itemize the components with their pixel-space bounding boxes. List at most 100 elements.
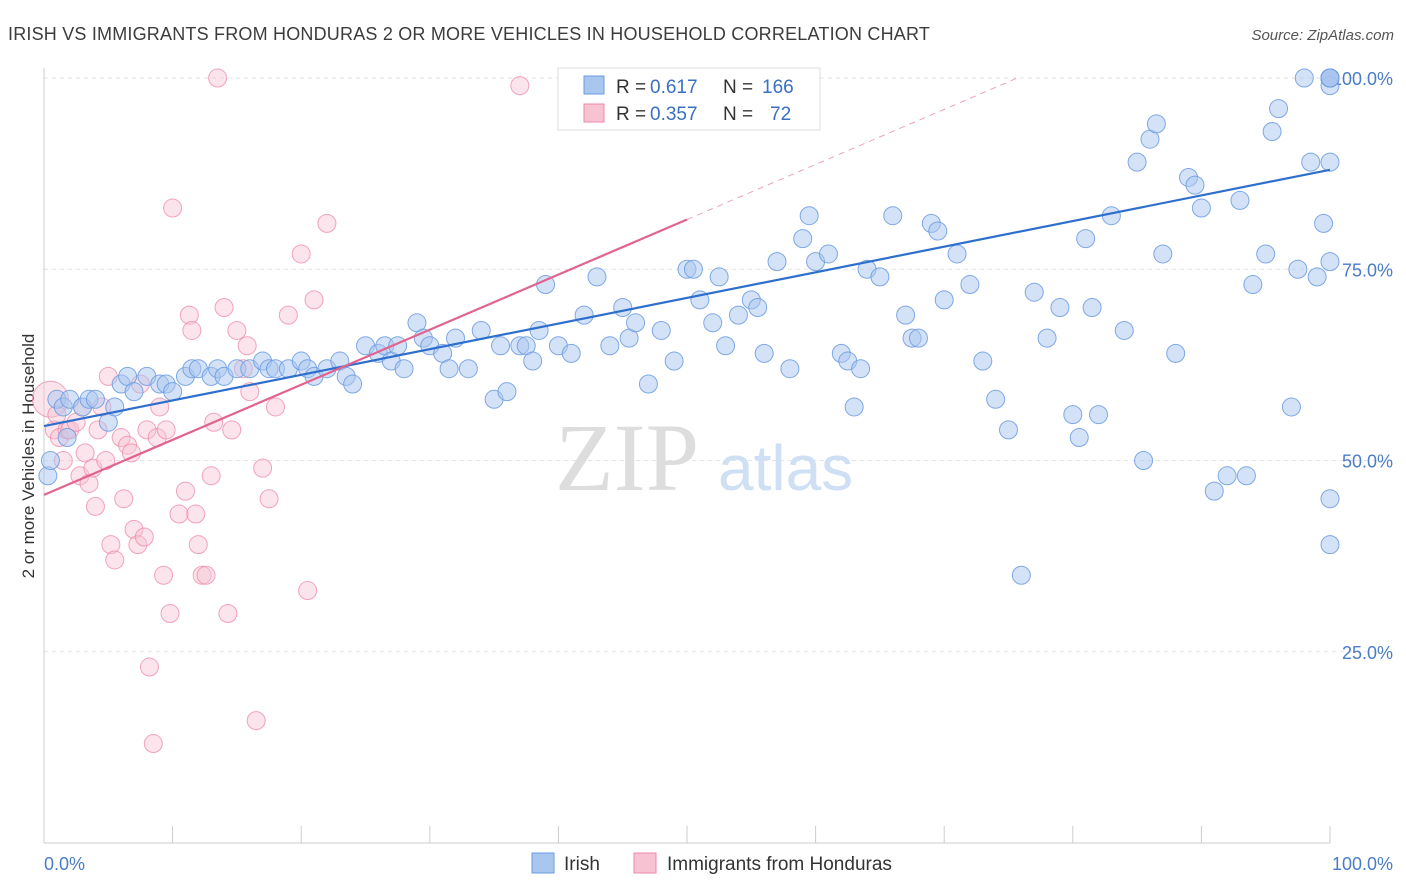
irish-point xyxy=(896,305,916,325)
honduras-point xyxy=(111,428,131,448)
honduras-point xyxy=(75,443,95,463)
irish-point xyxy=(1063,405,1083,425)
honduras-point xyxy=(227,320,247,340)
honduras-point xyxy=(169,504,189,524)
irish-point xyxy=(818,244,838,264)
irish-point xyxy=(561,343,581,363)
irish-point xyxy=(1314,213,1334,233)
x-tick-label-max: 100.0% xyxy=(1332,854,1393,874)
honduras-point xyxy=(154,565,174,585)
legend-label-honduras: Immigrants from Honduras xyxy=(667,854,892,875)
honduras-point xyxy=(134,527,154,547)
honduras-point xyxy=(128,535,148,555)
irish-point xyxy=(1011,565,1031,585)
irish-point xyxy=(709,267,729,287)
irish-point xyxy=(1114,320,1134,340)
honduras-point xyxy=(237,336,257,356)
honduras-point xyxy=(188,535,208,555)
irish-point xyxy=(960,275,980,295)
irish-point xyxy=(1307,267,1327,287)
honduras-point xyxy=(79,473,99,493)
irish-point xyxy=(1069,428,1089,448)
honduras-point xyxy=(101,535,121,555)
honduras-point xyxy=(265,397,285,417)
irish-point xyxy=(1301,152,1321,172)
irish-point xyxy=(1243,275,1263,295)
x-ticks xyxy=(43,826,1331,843)
x-tick-label-min: 0.0% xyxy=(44,854,85,874)
irish-point xyxy=(1288,259,1308,279)
stats-r-label-honduras: R = xyxy=(616,104,646,125)
irish-point xyxy=(638,374,658,394)
irish-point xyxy=(1146,114,1166,134)
stats-legend-swatch-honduras xyxy=(583,103,605,123)
irish-point xyxy=(908,328,928,348)
honduras-point xyxy=(214,298,234,317)
irish-point xyxy=(1089,405,1109,425)
irish-point xyxy=(1166,343,1186,363)
irish-point xyxy=(1076,229,1096,249)
stats-n-value-honduras: 72 xyxy=(770,104,791,125)
irish-point xyxy=(799,206,819,226)
stats-legend: R = 0.617 N = 166 R = 0.357 N = 72 xyxy=(557,67,821,131)
irish-point xyxy=(1294,68,1314,88)
honduras-point xyxy=(291,244,311,264)
irish-point xyxy=(529,320,549,340)
irish-point xyxy=(934,290,954,310)
trend-lines xyxy=(43,77,1331,496)
legend-label-irish: Irish xyxy=(564,854,600,875)
irish-point xyxy=(613,298,633,317)
irish-point xyxy=(1320,68,1340,88)
stats-n-label-irish: N = xyxy=(723,77,753,98)
honduras-point xyxy=(222,420,242,440)
honduras-point xyxy=(304,290,324,310)
irish-point xyxy=(1320,252,1340,272)
y-tick-label: 25.0% xyxy=(1342,643,1393,663)
y-tick-label: 75.0% xyxy=(1342,260,1393,280)
irish-point xyxy=(1256,244,1276,264)
honduras-point xyxy=(163,198,183,218)
irish-point xyxy=(1037,328,1057,348)
stats-n-label-honduras: N = xyxy=(723,104,753,125)
stats-legend-swatch-irish xyxy=(583,75,605,95)
honduras-point xyxy=(208,68,228,88)
irish-point xyxy=(1281,397,1301,417)
honduras-point xyxy=(139,657,159,677)
irish-point xyxy=(600,336,620,356)
irish-point xyxy=(40,451,60,470)
irish-point xyxy=(1230,190,1250,210)
chart-source: Source: ZipAtlas.com xyxy=(1251,27,1394,44)
irish-point xyxy=(1082,298,1102,317)
honduras-point xyxy=(317,213,337,233)
honduras-point xyxy=(240,382,260,402)
irish-point xyxy=(780,359,800,379)
irish-point xyxy=(343,374,363,394)
stats-r-value-honduras: 0.357 xyxy=(650,104,698,125)
honduras-trend-extension xyxy=(686,77,1018,220)
irish-point xyxy=(491,336,511,356)
watermark: ZIP atlas xyxy=(555,404,853,511)
irish-point xyxy=(683,259,703,279)
irish-point xyxy=(999,420,1018,440)
honduras-point xyxy=(201,466,221,486)
chart-title: IRISH VS IMMIGRANTS FROM HONDURAS 2 OR M… xyxy=(8,24,930,44)
honduras-point xyxy=(160,604,180,623)
stats-n-value-irish: 166 xyxy=(762,77,794,98)
irish-point xyxy=(1320,535,1340,555)
irish-point xyxy=(124,382,144,402)
series-legend: Irish Immigrants from Honduras xyxy=(531,852,892,875)
irish-point xyxy=(1204,481,1224,501)
y-axis-label: 2 or more Vehicles in Household xyxy=(19,334,38,579)
honduras-point xyxy=(85,496,105,516)
watermark-atlas: atlas xyxy=(718,432,853,504)
honduras-point xyxy=(298,581,318,601)
stats-r-value-irish: 0.617 xyxy=(650,77,698,98)
honduras-point xyxy=(179,305,199,325)
irish-point xyxy=(928,221,948,241)
legend-swatch-irish xyxy=(531,852,555,874)
irish-point xyxy=(497,382,517,402)
honduras-point xyxy=(105,550,125,570)
honduras-point xyxy=(218,604,238,623)
irish-point xyxy=(716,336,736,356)
